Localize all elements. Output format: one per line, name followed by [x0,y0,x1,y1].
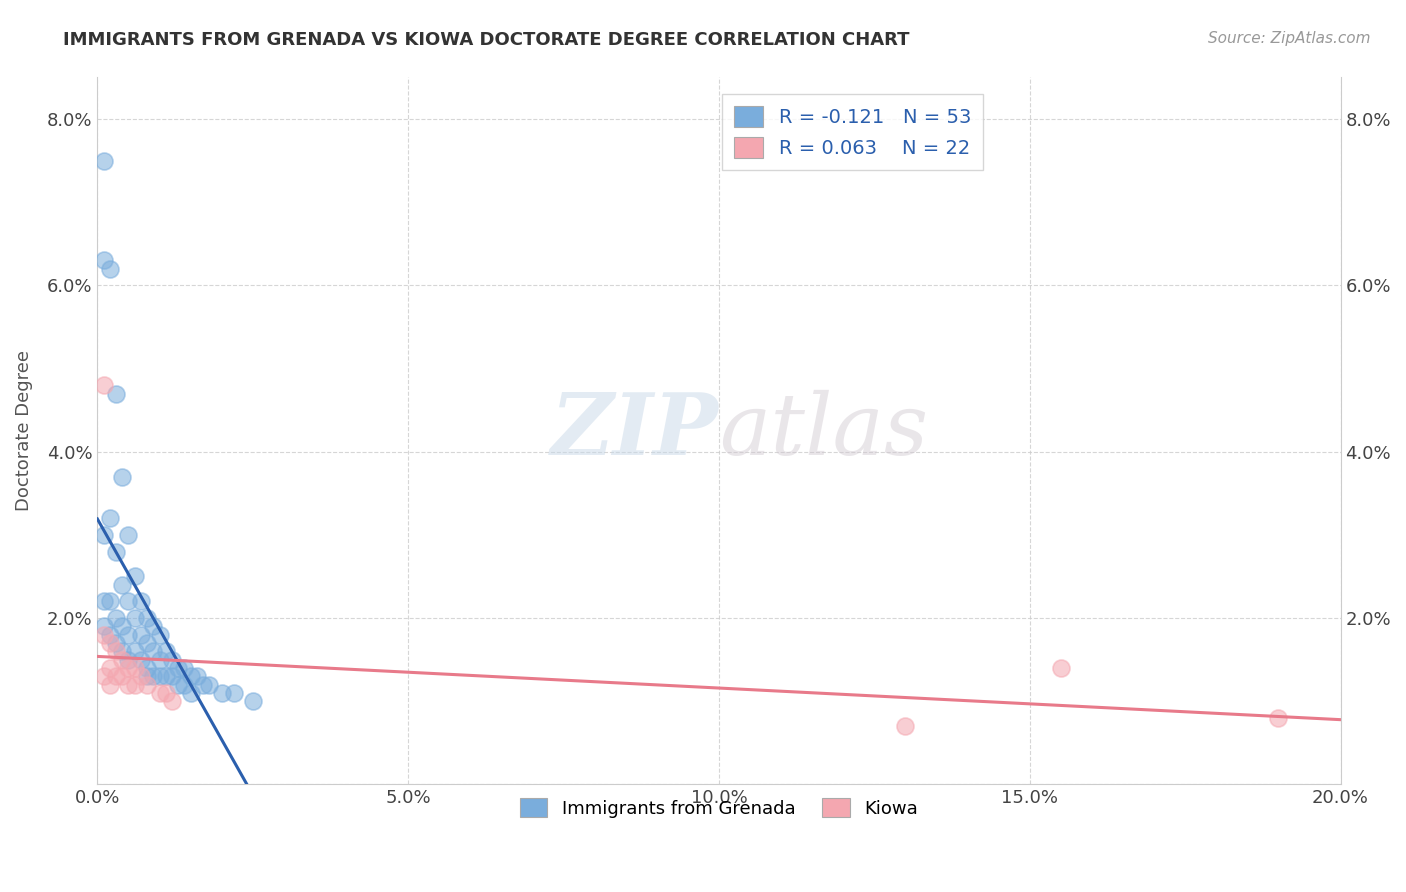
Point [155,644,177,658]
Point [105,386,128,401]
Point [98,636,121,650]
Point [211,686,233,700]
Point [224,686,246,700]
Point [98,661,121,675]
Point [98,678,121,692]
Point [105,636,128,650]
Point [167,661,190,675]
Point [160,669,183,683]
Point [129,628,152,642]
Point [167,678,190,692]
Point [93,253,115,268]
Legend: Immigrants from Grenada, Kiowa: Immigrants from Grenada, Kiowa [513,791,925,825]
Point [191,678,214,692]
Point [93,628,115,642]
Point [93,669,115,683]
Point [93,153,115,168]
Point [136,636,159,650]
Point [1267,711,1289,725]
Point [105,544,128,558]
Point [136,678,159,692]
Point [117,628,139,642]
Point [129,594,152,608]
Point [142,669,165,683]
Point [93,528,115,542]
Point [142,644,165,658]
Text: Source: ZipAtlas.com: Source: ZipAtlas.com [1208,31,1371,46]
Point [136,661,159,675]
Point [98,628,121,642]
Point [173,678,195,692]
Point [148,686,170,700]
Point [129,653,152,667]
Point [117,594,139,608]
Point [111,578,134,592]
Point [198,678,221,692]
Point [105,644,128,658]
Point [894,719,917,733]
Point [148,653,170,667]
Point [1049,661,1071,675]
Point [180,669,202,683]
Point [160,653,183,667]
Point [186,669,208,683]
Point [160,694,183,708]
Point [117,678,139,692]
Point [93,378,115,392]
Point [124,678,146,692]
Point [117,661,139,675]
Point [148,669,170,683]
Point [124,644,146,658]
Point [148,628,170,642]
Point [111,644,134,658]
Point [111,619,134,633]
Point [117,653,139,667]
Point [180,686,202,700]
Point [136,669,159,683]
Point [124,569,146,583]
Point [124,661,146,675]
Point [98,594,121,608]
Point [129,669,152,683]
Point [124,611,146,625]
Point [155,669,177,683]
Point [98,511,121,525]
Text: ZIP: ZIP [551,389,718,473]
Text: IMMIGRANTS FROM GRENADA VS KIOWA DOCTORATE DEGREE CORRELATION CHART: IMMIGRANTS FROM GRENADA VS KIOWA DOCTORA… [63,31,910,49]
Y-axis label: Doctorate Degree: Doctorate Degree [15,351,32,511]
Point [136,611,159,625]
Point [242,694,264,708]
Point [155,686,177,700]
Point [111,469,134,483]
Point [117,528,139,542]
Point [105,611,128,625]
Point [111,669,134,683]
Point [111,653,134,667]
Text: atlas: atlas [718,390,928,472]
Point [105,669,128,683]
Point [173,661,195,675]
Point [93,594,115,608]
Point [142,619,165,633]
Point [98,261,121,276]
Point [93,619,115,633]
